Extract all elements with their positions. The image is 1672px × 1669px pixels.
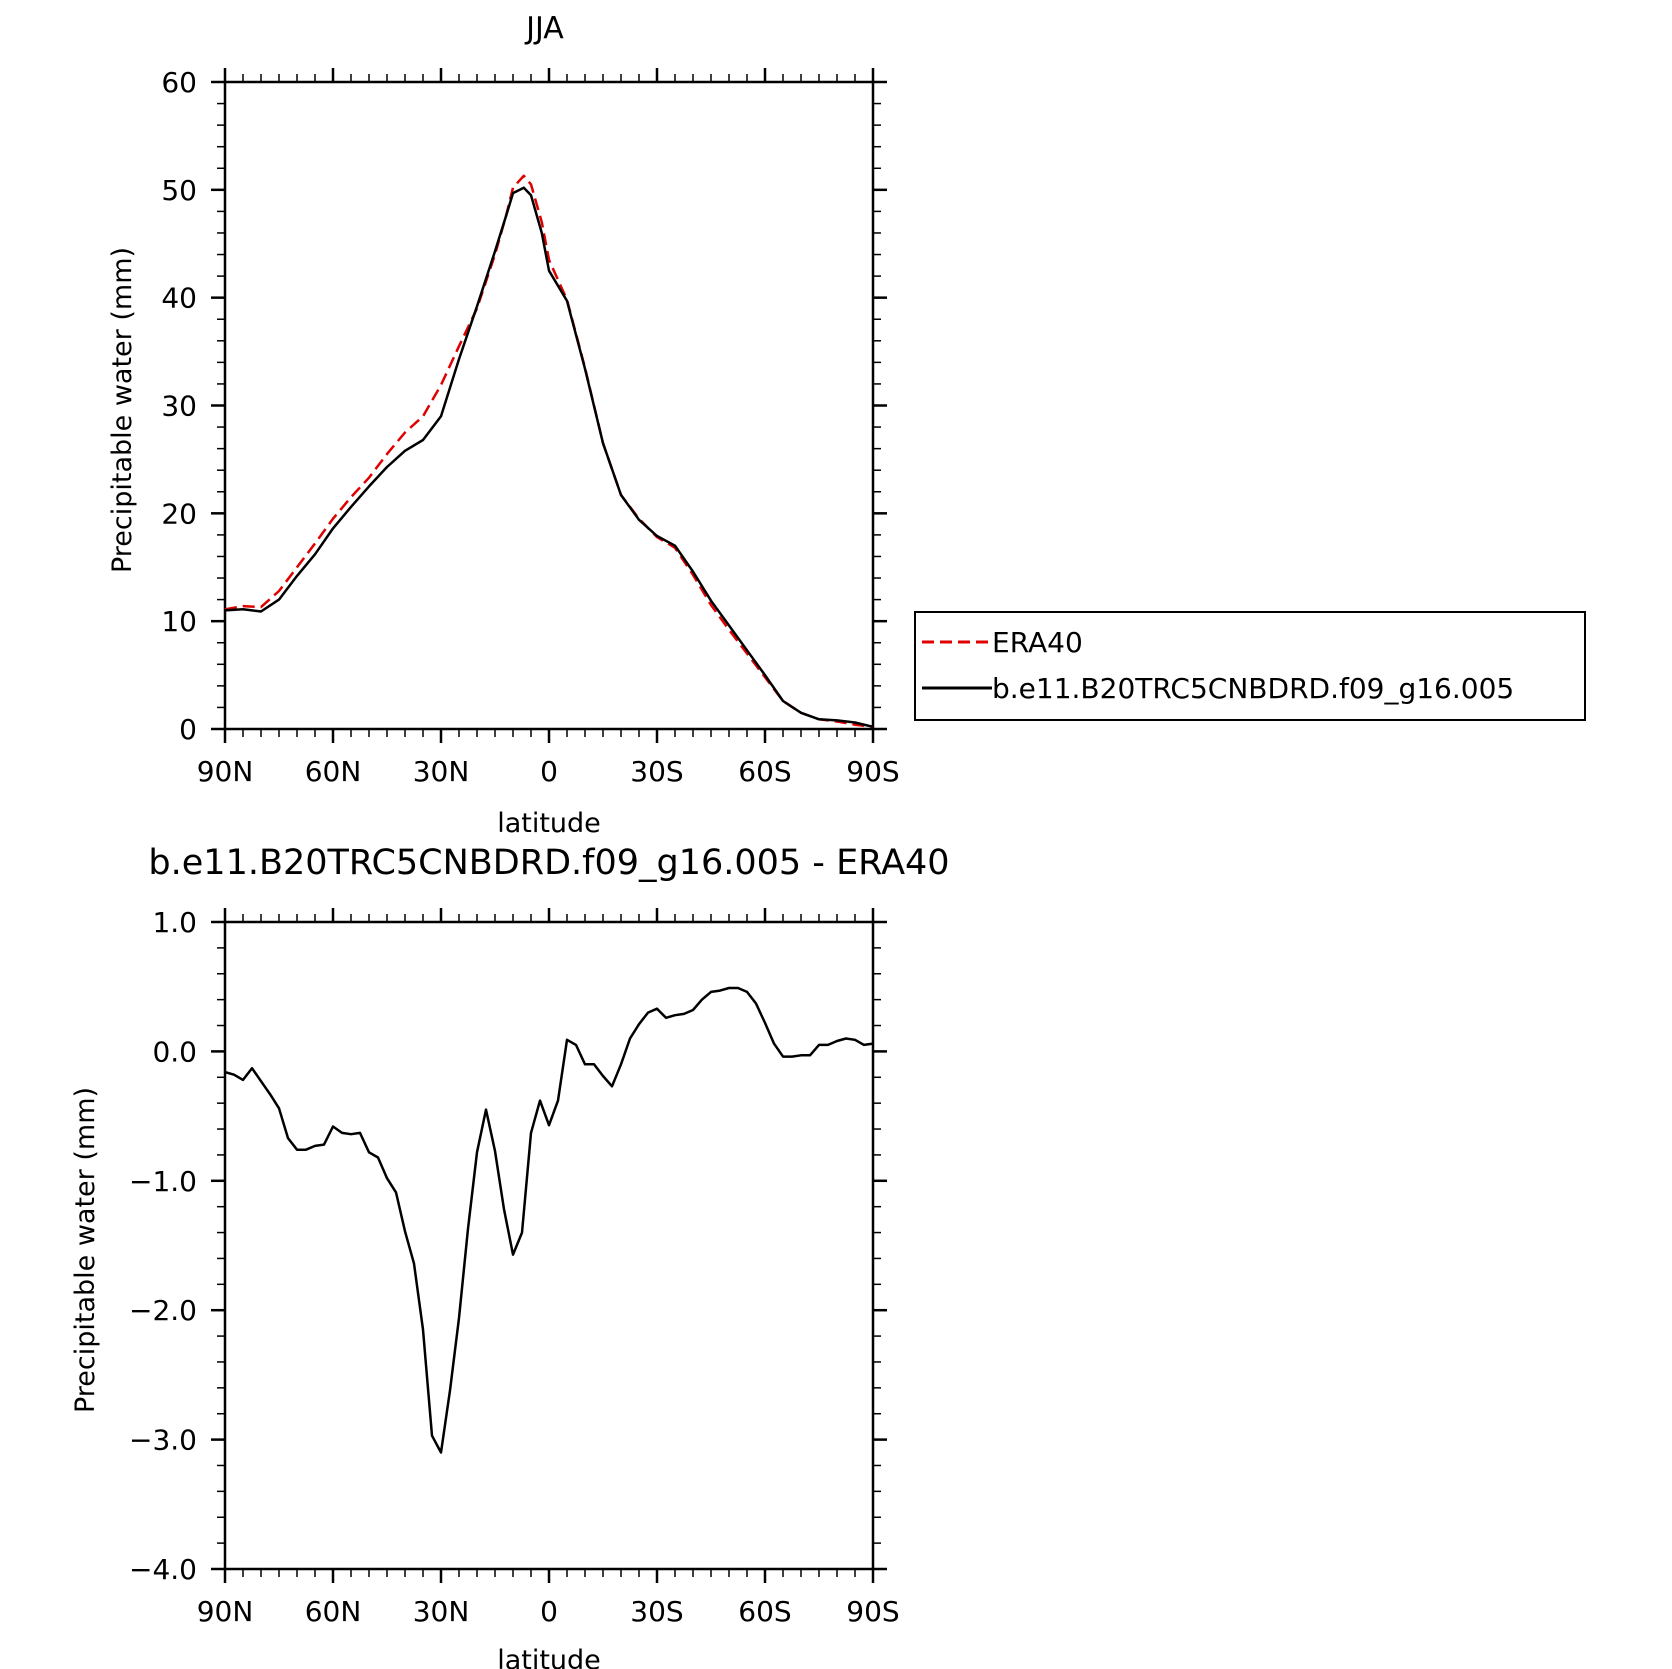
legend-box (914, 611, 1586, 721)
x-tick-labels: 90N 60N 30N 0 30S 60S 90S (197, 1595, 900, 1628)
chart-title: JJA (524, 11, 564, 46)
y-tick-label: 0 (179, 713, 197, 746)
x-tick-label: 60S (738, 1595, 791, 1628)
y-tick-label: 60 (161, 66, 197, 99)
y-tick-label: −1.0 (129, 1165, 197, 1198)
y-tick-label: 20 (161, 497, 197, 530)
series-line-solid (224, 986, 874, 1454)
y-tick-label: −2.0 (129, 1294, 197, 1327)
x-tick-label: 30S (630, 755, 683, 788)
x-tick-label: 90S (846, 755, 899, 788)
tick-marks (211, 908, 887, 1583)
x-tick-label: 30S (630, 1595, 683, 1628)
x-tick-label: 90N (197, 755, 254, 788)
x-axis-label: latitude (497, 1645, 601, 1669)
legend-label-era40: ERA40 (992, 626, 1083, 659)
x-tick-label: 0 (540, 755, 558, 788)
x-tick-label: 60N (305, 1595, 362, 1628)
tick-marks (211, 68, 887, 743)
series-group (224, 174, 874, 729)
x-axis-label: latitude (497, 808, 601, 839)
x-tick-label: 90S (846, 1595, 899, 1628)
x-tick-label: 0 (540, 1595, 558, 1628)
y-tick-label: −3.0 (129, 1424, 197, 1457)
x-tick-labels: 90N 60N 30N 0 30S 60S 90S (197, 755, 900, 788)
y-tick-label: 30 (161, 390, 197, 423)
legend-label-model: b.e11.B20TRC5CNBDRD.f09_g16.005 (992, 672, 1514, 705)
y-tick-label: 1.0 (152, 906, 197, 939)
x-tick-label: 60S (738, 755, 791, 788)
series-line-dashed (224, 174, 874, 729)
y-tick-label: 50 (161, 174, 197, 207)
chart-panel-bottom: b.e11.B20TRC5CNBDRD.f09_g16.005 - ERA40 … (70, 843, 950, 1669)
y-axis-label: Precipitable water (mm) (70, 1087, 101, 1413)
y-tick-label: 40 (161, 282, 197, 315)
legend: ERA40 b.e11.B20TRC5CNBDRD.f09_g16.005 (914, 611, 1586, 721)
x-tick-label: 30N (413, 755, 470, 788)
y-tick-label: 10 (161, 605, 197, 638)
x-tick-label: 90N (197, 1595, 254, 1628)
series-group (224, 986, 874, 1454)
y-axis-label: Precipitable water (mm) (107, 247, 138, 573)
x-tick-label: 60N (305, 755, 362, 788)
y-tick-label: −4.0 (129, 1553, 197, 1586)
chart-panel-top: JJA 90N 60N 30N 0 30S 60S 90S 0 10 20 30 40 50 60 la… (107, 11, 900, 839)
plot-frame (223, 920, 875, 1571)
y-tick-label: 0.0 (152, 1035, 197, 1068)
y-tick-labels: 1.0 0.0 −1.0 −2.0 −3.0 −4.0 (129, 906, 197, 1586)
x-tick-label: 30N (413, 1595, 470, 1628)
series-line-solid (224, 186, 874, 729)
chart-title: b.e11.B20TRC5CNBDRD.f09_g16.005 - ERA40 (148, 843, 949, 883)
y-tick-labels: 0 10 20 30 40 50 60 (161, 66, 197, 746)
plot-frame (223, 80, 875, 731)
